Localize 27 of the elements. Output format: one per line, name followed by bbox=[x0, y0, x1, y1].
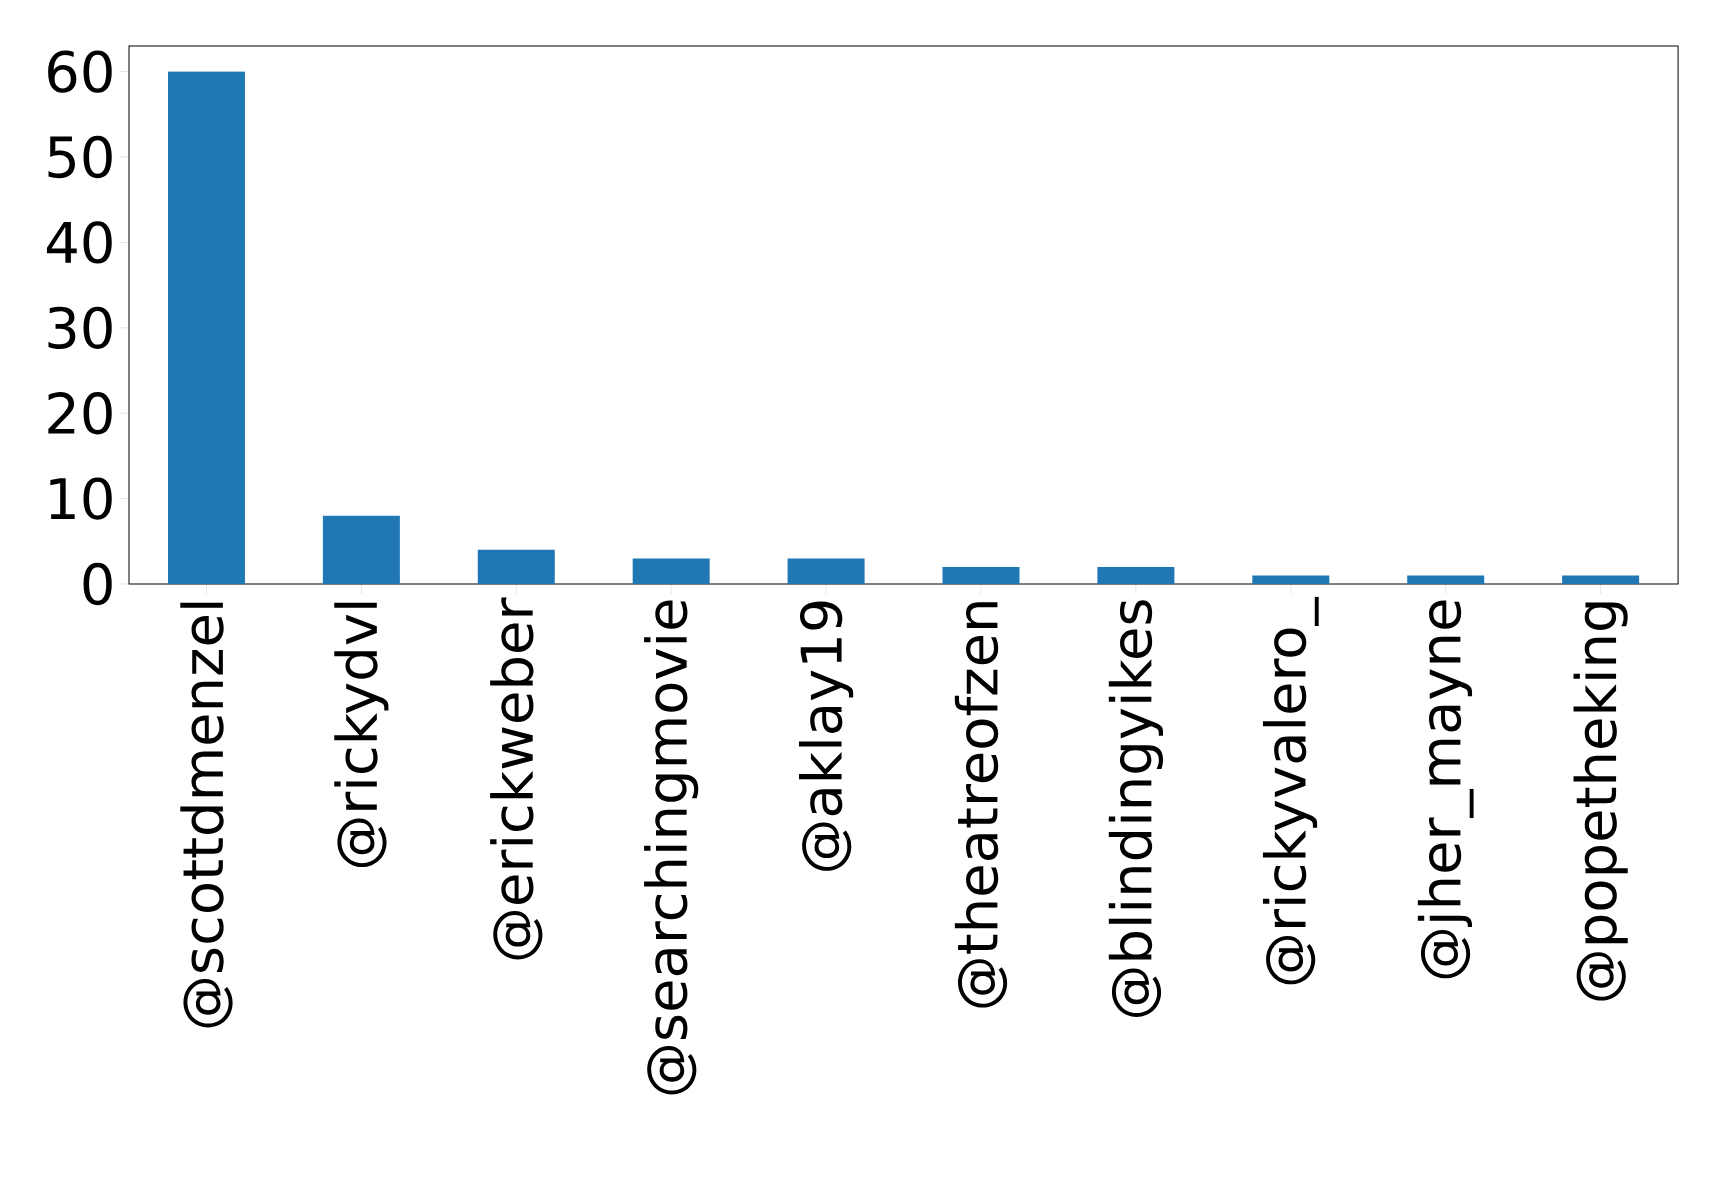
x-tick-label: @erickweber bbox=[490, 597, 543, 960]
y-tick-label: 50 bbox=[48, 135, 112, 179]
y-tick-label: 20 bbox=[48, 392, 112, 435]
bar bbox=[942, 566, 1020, 584]
x-tick-label: @jher_mayne bbox=[1417, 600, 1474, 979]
x-tick-label: @rickydvl bbox=[334, 602, 389, 868]
x-tick-label: @searchingmovie bbox=[644, 600, 699, 1095]
bar bbox=[632, 558, 710, 584]
x-tick-label: @theatreofzen bbox=[954, 602, 1008, 1008]
y-tick-label: 40 bbox=[46, 221, 112, 264]
bar bbox=[477, 549, 555, 584]
bar bbox=[1097, 566, 1175, 584]
bar bbox=[1562, 575, 1640, 584]
y-tick-label: 10 bbox=[50, 477, 112, 520]
bar bbox=[787, 558, 865, 584]
bar bbox=[167, 71, 245, 584]
y-tick-label: 0 bbox=[83, 562, 112, 606]
x-tick-label: @popetheking bbox=[1573, 602, 1628, 1001]
bar bbox=[1407, 575, 1485, 584]
x-tick-label: @aklay19 bbox=[798, 601, 854, 871]
bar bbox=[322, 515, 400, 584]
x-tick-label: @scottdmenzel bbox=[180, 602, 233, 1028]
bar bbox=[1252, 575, 1330, 584]
x-tick-label: @blindingyikes bbox=[1108, 600, 1164, 1017]
x-tick-label: @rickyvalero_ bbox=[1262, 596, 1319, 985]
y-tick-label: 60 bbox=[48, 50, 112, 93]
y-tick-label: 30 bbox=[48, 306, 112, 349]
